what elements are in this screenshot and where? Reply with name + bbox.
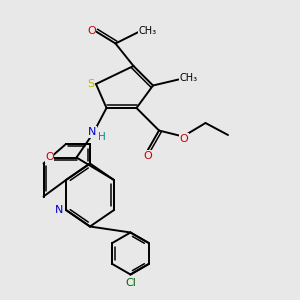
Text: H: H [98, 131, 105, 142]
Text: O: O [87, 26, 96, 36]
Text: S: S [87, 79, 94, 89]
Text: O: O [179, 134, 188, 144]
Text: CH₃: CH₃ [179, 73, 197, 83]
Text: Cl: Cl [126, 278, 136, 288]
Text: CH₃: CH₃ [139, 26, 157, 37]
Text: N: N [55, 205, 64, 215]
Text: N: N [88, 127, 97, 137]
Text: O: O [45, 152, 54, 163]
Text: O: O [143, 151, 152, 161]
